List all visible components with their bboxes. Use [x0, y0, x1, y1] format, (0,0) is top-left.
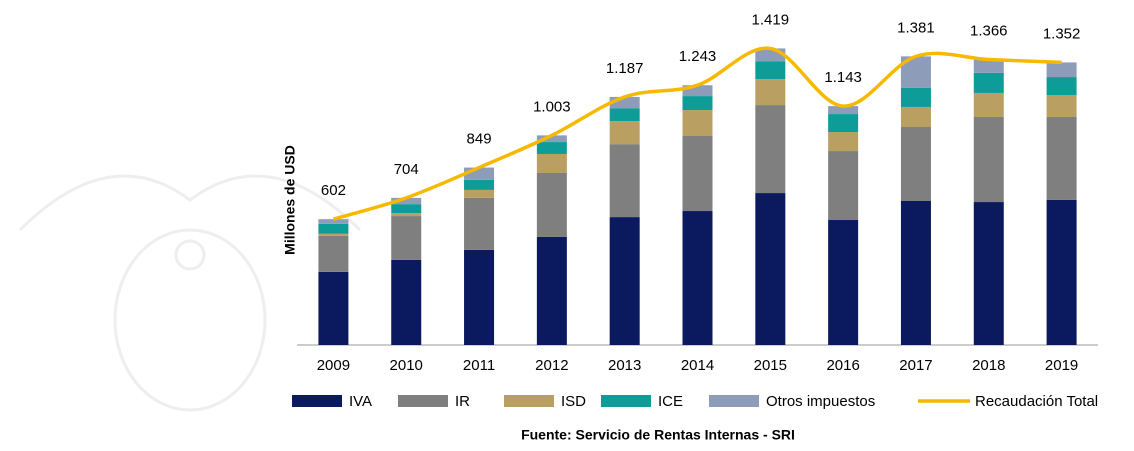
bar-segment [683, 211, 713, 345]
bar-segment [610, 121, 640, 144]
bar-segment [828, 114, 858, 132]
x-tick-label: 2009 [317, 357, 350, 374]
bar-segment [464, 198, 494, 250]
bar-segment [537, 142, 567, 154]
bar-segment [318, 234, 348, 236]
x-tick-label: 2015 [754, 357, 787, 374]
bar-segment [537, 237, 567, 345]
legend-label: IVA [349, 393, 372, 410]
bar-segment [610, 217, 640, 345]
bar-segment [610, 108, 640, 121]
value-label: 1.352 [1043, 25, 1081, 42]
legend-label: IR [455, 393, 470, 410]
legend-swatch [709, 395, 759, 407]
bar-segment [974, 202, 1004, 345]
x-tick-label: 2018 [972, 357, 1005, 374]
x-tick-label: 2017 [899, 357, 932, 374]
bar-segment [537, 173, 567, 237]
bar-segment [974, 117, 1004, 202]
bar-segment [391, 204, 421, 213]
bar-segment [318, 219, 348, 224]
bar-segment [318, 224, 348, 234]
legend-label: Otros impuestos [766, 393, 875, 410]
bar-segment [755, 61, 785, 79]
value-label: 1.419 [752, 11, 790, 28]
value-label: 704 [394, 161, 419, 178]
bar-segment [464, 180, 494, 190]
bar-segment [683, 136, 713, 211]
bar-segment [537, 154, 567, 173]
bar-segment [974, 93, 1004, 117]
value-label: 1.003 [533, 98, 571, 115]
bar-segment [901, 107, 931, 127]
source: Fuente: Servicio de Rentas Internas - SR… [521, 427, 795, 443]
x-tick-label: 2016 [826, 357, 859, 374]
bar-segment [683, 96, 713, 110]
legend-swatch [504, 395, 554, 407]
value-label: 1.143 [824, 69, 862, 86]
bar-segment [464, 250, 494, 345]
bar-segment [1047, 62, 1077, 77]
bar-segment [755, 193, 785, 345]
bar-segment [318, 236, 348, 272]
bar-segment [683, 110, 713, 136]
x-tick-label: 2012 [535, 357, 568, 374]
chart: Millones de USD Fuente: Servicio de Rent… [0, 0, 1134, 446]
bar-segment [901, 88, 931, 107]
x-tick-label: 2010 [390, 357, 423, 374]
bar-segment [828, 132, 858, 151]
bar-segment [755, 105, 785, 193]
bar-segment [1047, 117, 1077, 200]
value-label: 1.381 [897, 19, 935, 36]
value-label: 849 [467, 131, 492, 148]
x-tick-label: 2019 [1045, 357, 1078, 374]
bar-segment [464, 190, 494, 198]
bar-segment [1047, 200, 1077, 345]
bar-segment [828, 220, 858, 345]
legend-label: ISD [561, 393, 586, 410]
bar-segment [1047, 77, 1077, 95]
legend-label: ICE [658, 393, 683, 410]
value-label: 602 [321, 182, 346, 199]
value-label: 1.366 [970, 22, 1008, 39]
bar-segment [391, 260, 421, 345]
bar-segment [974, 73, 1004, 93]
bar-segment [828, 151, 858, 220]
bar-segment [901, 201, 931, 345]
bar-segment [610, 144, 640, 217]
legend-swatch [398, 395, 448, 407]
x-tick-label: 2013 [608, 357, 641, 374]
legend-swatch [292, 395, 342, 407]
bar-segment [1047, 95, 1077, 117]
value-label: 1.243 [679, 48, 717, 65]
background-emblem [20, 176, 360, 410]
x-tick-label: 2014 [681, 357, 714, 374]
bar-segment [391, 216, 421, 260]
legend-swatch [601, 395, 651, 407]
legend-label: Recaudación Total [975, 393, 1098, 410]
bar-segment [755, 79, 785, 105]
bar-segment [901, 127, 931, 201]
value-label: 1.187 [606, 60, 644, 77]
bar-segment [318, 272, 348, 345]
y-axis-title: Millones de USD [282, 145, 298, 255]
x-tick-label: 2011 [463, 357, 495, 374]
bar-segment [391, 213, 421, 216]
